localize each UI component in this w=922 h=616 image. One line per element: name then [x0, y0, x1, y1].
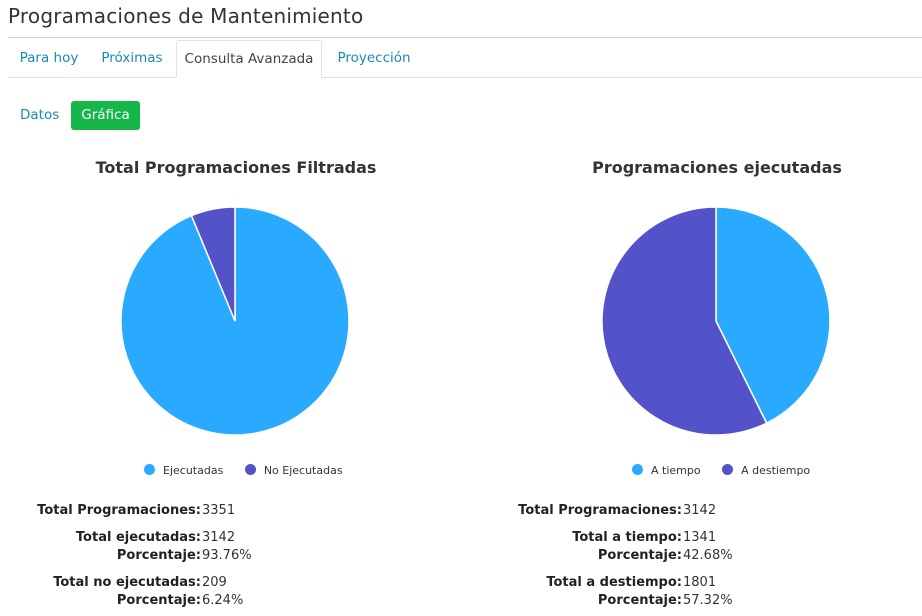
legend-item-a-destiempo[interactable]: A destiempo: [722, 464, 810, 477]
tab-para-hoy[interactable]: Para hoy: [19, 50, 79, 66]
tab-consulta-avanzada[interactable]: Consulta Avanzada: [176, 40, 322, 78]
chart1-legend: Ejecutadas No Ejecutadas: [144, 464, 361, 477]
chart1-slice-ejecutadas[interactable]: [120, 206, 350, 436]
chart2-legend: A tiempo A destiempo: [632, 464, 828, 477]
stat-label: Porcentaje:: [597, 593, 682, 608]
tab-proyeccion[interactable]: Proyección: [337, 50, 411, 66]
page-title: Programaciones de Mantenimiento: [8, 4, 364, 28]
chart2-pie: [601, 206, 831, 436]
stat-value: 3142: [202, 530, 236, 545]
chart1-slice-no-ejecutadas[interactable]: [190, 206, 236, 322]
stat-label: Total a tiempo:: [572, 530, 682, 545]
title-divider: [8, 37, 922, 38]
chart1-title: Total Programaciones Filtradas: [95, 158, 377, 177]
stat-value: 1341: [683, 530, 717, 545]
stat-label: Porcentaje:: [116, 548, 201, 563]
stat-value: 6.24%: [202, 593, 244, 608]
chart2-title: Programaciones ejecutadas: [592, 158, 842, 177]
legend-label-a-tiempo: A tiempo: [651, 464, 701, 477]
chart1-pie: [120, 206, 350, 436]
tab-bar: Para hoy Próximas Consulta Avanzada Proy…: [8, 40, 922, 78]
stat-value: 209: [202, 575, 227, 590]
legend-swatch-no-ejecutadas: [244, 464, 256, 475]
legend-item-ejecutadas[interactable]: Ejecutadas: [144, 464, 223, 477]
stat-value: 57.32%: [683, 593, 733, 608]
chart2-slice-a-tiempo[interactable]: [715, 206, 831, 425]
legend-swatch-a-tiempo: [632, 464, 643, 475]
stat-label: Total ejecutadas:: [75, 530, 201, 545]
legend-label-ejecutadas: Ejecutadas: [163, 464, 224, 477]
legend-item-a-tiempo[interactable]: A tiempo: [632, 464, 701, 477]
stat-label: Total no ejecutadas:: [53, 575, 201, 590]
stat-label: Total Programaciones:: [37, 503, 201, 518]
stat-value: 93.76%: [202, 548, 252, 563]
stat-label: Porcentaje:: [597, 548, 682, 563]
legend-item-no-ejecutadas[interactable]: No Ejecutadas: [244, 464, 343, 477]
stat-label: Porcentaje:: [116, 593, 201, 608]
datos-link[interactable]: Datos: [20, 107, 60, 123]
legend-swatch-a-destiempo: [722, 464, 734, 475]
stat-label: Total a destiempo:: [546, 575, 682, 590]
stat-label: Total Programaciones:: [518, 503, 682, 518]
stat-value: 3142: [683, 503, 717, 518]
legend-swatch-ejecutadas: [144, 464, 155, 475]
tab-proximas[interactable]: Próximas: [101, 50, 163, 66]
stat-value: 1801: [683, 575, 717, 590]
stat-value: 3351: [202, 503, 236, 518]
legend-label-no-ejecutadas: No Ejecutadas: [263, 464, 343, 477]
chart2-slice-a-destiempo[interactable]: [601, 206, 768, 436]
grafica-button[interactable]: Gráfica: [71, 101, 140, 130]
stat-value: 42.68%: [683, 548, 733, 563]
legend-label-a-destiempo: A destiempo: [741, 464, 811, 477]
